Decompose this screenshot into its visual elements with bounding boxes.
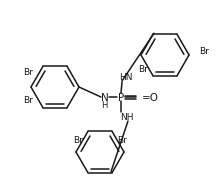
Text: P: P [118, 93, 124, 103]
Text: NH: NH [120, 114, 133, 122]
Text: H: H [101, 101, 107, 109]
Text: =O: =O [142, 93, 159, 103]
Text: Br: Br [73, 136, 83, 145]
Text: Br: Br [23, 96, 33, 105]
Text: Br: Br [23, 68, 33, 77]
Text: Br: Br [199, 46, 209, 56]
Text: HN: HN [119, 74, 133, 83]
Text: Br: Br [117, 136, 127, 145]
Text: N: N [101, 93, 109, 103]
Text: Br: Br [138, 65, 148, 74]
